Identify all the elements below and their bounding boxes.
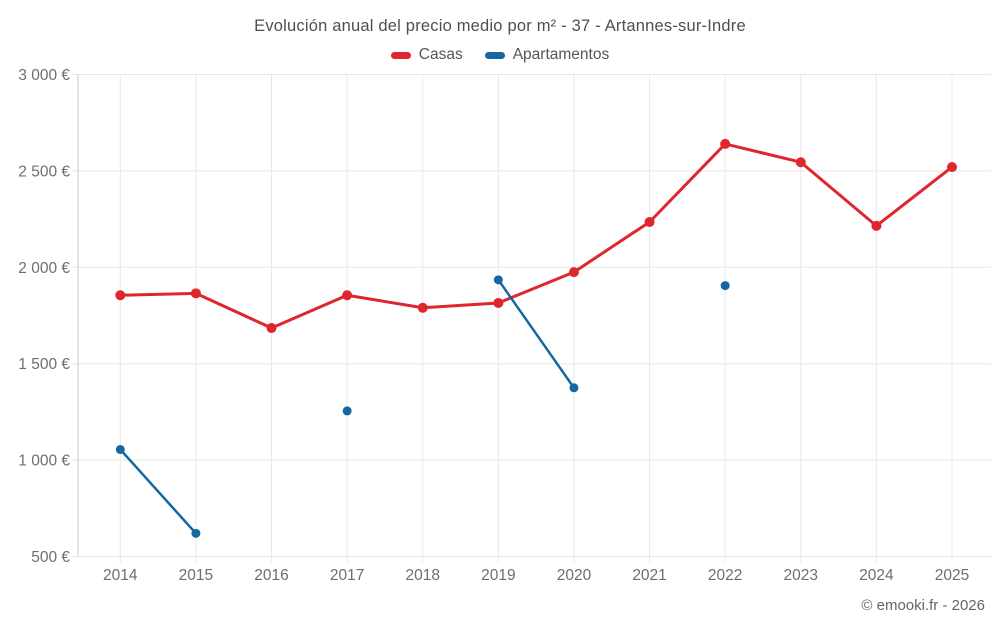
x-axis-tick-label: 2025 (935, 567, 969, 584)
y-axis-tick-label: 500 € (31, 549, 70, 566)
x-axis-tick-label: 2019 (481, 567, 515, 584)
y-axis-tick-label: 1 500 € (18, 356, 70, 373)
data-point-apartamentos-2020[interactable]: 2020 · Apartamentos : 1375 € (569, 383, 579, 393)
y-axis-tick-label: 2 000 € (18, 260, 70, 277)
data-point-apartamentos-2022[interactable]: 2022 · Apartamentos : 1905 € (720, 281, 730, 291)
data-point-apartamentos-2019[interactable]: 2019 · Apartamentos : 1935 € (493, 275, 503, 285)
legend-label-casas: Casas (418, 46, 463, 63)
data-point-casas-2017[interactable]: 2017 · Casas : 1855 € (342, 290, 353, 301)
apartamentos-series-swatch (484, 51, 505, 59)
data-point-apartamentos-2014[interactable]: 2014 · Apartamentos : 1055 € (115, 444, 125, 454)
casas-series-swatch (390, 51, 411, 59)
data-point-casas-2015[interactable]: 2015 · Casas : 1865 € (190, 288, 201, 299)
x-axis-tick-label: 2018 (405, 567, 439, 584)
y-axis-tick-label: 3 000 € (18, 67, 70, 84)
x-axis-tick-label: 2014 (103, 567, 138, 584)
y-axis-tick-label: 1 000 € (18, 453, 70, 470)
series-line-apartamentos (119, 448, 198, 535)
x-axis-tick-label: 2023 (784, 567, 818, 584)
x-axis-tick-label: 2015 (179, 567, 213, 584)
x-axis-tick-label: 2024 (859, 567, 894, 584)
chart-title: Evolución anual del precio medio por m² … (254, 17, 746, 35)
data-point-apartamentos-2017[interactable]: 2017 · Apartamentos : 1255 € (342, 406, 352, 416)
x-axis-tick-label: 2022 (708, 567, 742, 584)
y-axis-tick-label: 2 500 € (18, 163, 70, 180)
x-axis-tick-label: 2017 (330, 567, 364, 584)
data-point-casas-2019[interactable]: 2019 · Casas : 1815 € (493, 297, 504, 308)
data-point-casas-2025[interactable]: 2025 · Casas : 2520 € (947, 162, 957, 173)
legend-item-apartamentos[interactable]: Apartamentos (484, 46, 610, 64)
legend-label-apartamentos: Apartamentos (512, 46, 610, 63)
data-point-casas-2016[interactable]: 2016 · Casas : 1685 € (266, 323, 277, 334)
x-axis-tick-label: 2021 (632, 567, 666, 584)
series-line-apartamentos (497, 278, 576, 390)
data-point-casas-2022[interactable]: 2022 · Casas : 2640 € (720, 138, 731, 149)
chart-legend: Casas Apartamentos (0, 46, 1000, 64)
series-line-casas (118, 142, 954, 330)
data-point-casas-2020[interactable]: 2020 · Casas : 1975 € (568, 267, 579, 278)
data-point-casas-2024[interactable]: 2024 · Casas : 2215 € (871, 220, 882, 231)
legend-item-casas[interactable]: Casas (390, 46, 463, 64)
data-point-casas-2021[interactable]: 2021 · Casas : 2235 € (644, 216, 655, 227)
data-point-apartamentos-2015[interactable]: 2015 · Apartamentos : 620 € (191, 528, 201, 538)
x-axis-tick-label: 2016 (254, 567, 288, 584)
data-point-casas-2014[interactable]: 2014 · Casas : 1855 € (115, 290, 126, 301)
data-point-casas-2018[interactable]: 2018 · Casas : 1790 € (417, 302, 428, 313)
x-axis-tick-label: 2020 (557, 567, 592, 584)
watermark: © emooki.fr - 2026 (861, 597, 985, 614)
data-point-casas-2023[interactable]: 2023 · Casas : 2545 € (795, 157, 806, 168)
